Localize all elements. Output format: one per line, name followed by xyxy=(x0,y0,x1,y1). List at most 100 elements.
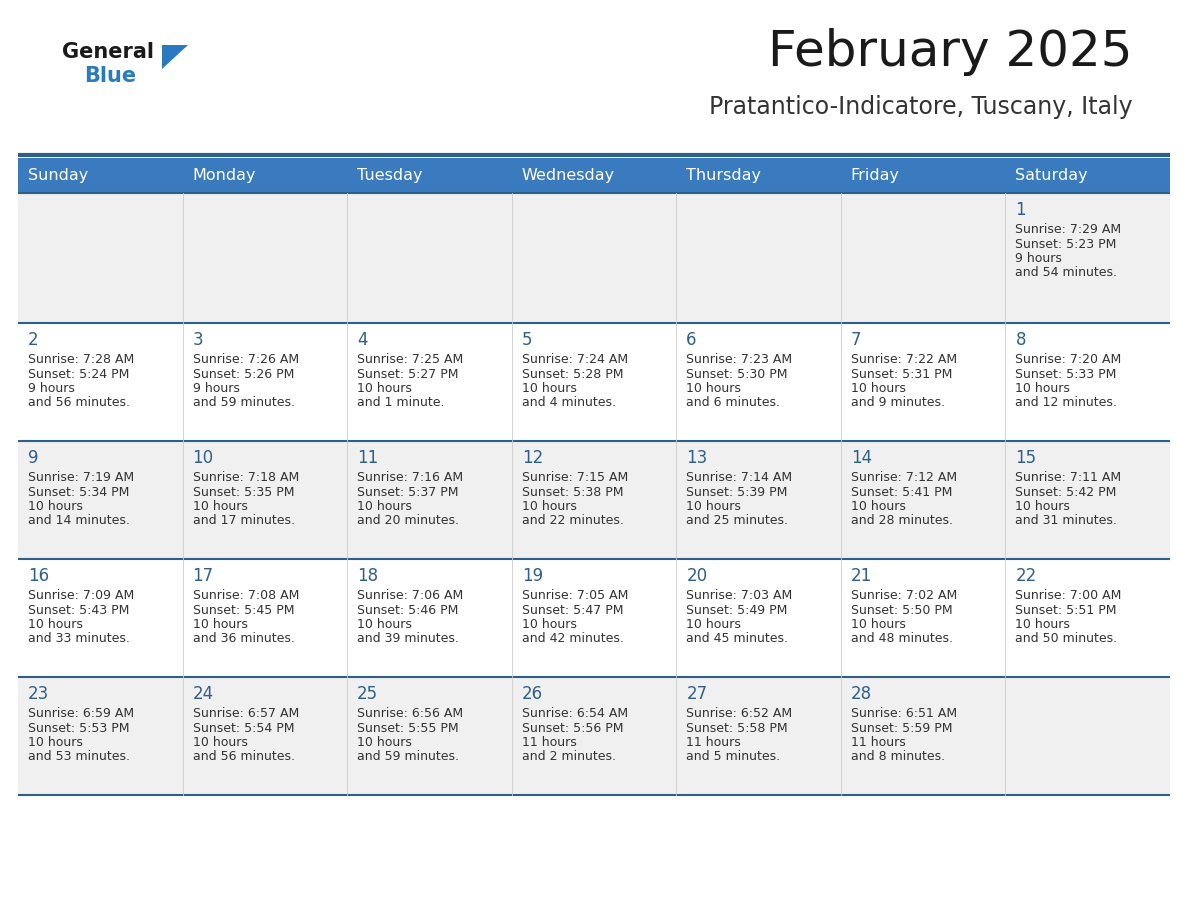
Text: 5: 5 xyxy=(522,331,532,349)
Text: 10 hours: 10 hours xyxy=(1016,500,1070,513)
Text: Sunrise: 7:02 AM: Sunrise: 7:02 AM xyxy=(851,589,958,602)
Text: Sunset: 5:41 PM: Sunset: 5:41 PM xyxy=(851,486,953,498)
Text: 10 hours: 10 hours xyxy=(851,500,905,513)
Text: 9 hours: 9 hours xyxy=(1016,252,1062,265)
Text: and 39 minutes.: and 39 minutes. xyxy=(358,633,459,645)
Text: Sunrise: 7:14 AM: Sunrise: 7:14 AM xyxy=(687,471,792,484)
Text: Sunset: 5:50 PM: Sunset: 5:50 PM xyxy=(851,603,953,617)
FancyBboxPatch shape xyxy=(18,323,1170,441)
Text: 10 hours: 10 hours xyxy=(687,500,741,513)
Text: 15: 15 xyxy=(1016,449,1037,467)
Text: Sunrise: 7:26 AM: Sunrise: 7:26 AM xyxy=(192,353,298,366)
Text: and 59 minutes.: and 59 minutes. xyxy=(192,397,295,409)
Text: Sunrise: 7:06 AM: Sunrise: 7:06 AM xyxy=(358,589,463,602)
Text: 10 hours: 10 hours xyxy=(29,736,83,749)
Text: Sunset: 5:42 PM: Sunset: 5:42 PM xyxy=(1016,486,1117,498)
Text: and 25 minutes.: and 25 minutes. xyxy=(687,514,789,528)
Text: Sunrise: 6:52 AM: Sunrise: 6:52 AM xyxy=(687,707,792,720)
Text: 10 hours: 10 hours xyxy=(1016,382,1070,395)
FancyBboxPatch shape xyxy=(18,559,1170,677)
Text: 10 hours: 10 hours xyxy=(687,382,741,395)
Text: and 56 minutes.: and 56 minutes. xyxy=(29,397,129,409)
Text: and 53 minutes.: and 53 minutes. xyxy=(29,751,129,764)
Text: Sunrise: 7:20 AM: Sunrise: 7:20 AM xyxy=(1016,353,1121,366)
Text: 10 hours: 10 hours xyxy=(1016,618,1070,631)
Text: Sunset: 5:31 PM: Sunset: 5:31 PM xyxy=(851,367,953,380)
Text: Sunset: 5:38 PM: Sunset: 5:38 PM xyxy=(522,486,624,498)
Text: Sunset: 5:37 PM: Sunset: 5:37 PM xyxy=(358,486,459,498)
Text: General: General xyxy=(62,42,154,62)
Text: 21: 21 xyxy=(851,567,872,585)
Text: 20: 20 xyxy=(687,567,707,585)
Text: 19: 19 xyxy=(522,567,543,585)
Text: and 6 minutes.: and 6 minutes. xyxy=(687,397,781,409)
Text: Sunrise: 7:11 AM: Sunrise: 7:11 AM xyxy=(1016,471,1121,484)
Text: 7: 7 xyxy=(851,331,861,349)
Text: 12: 12 xyxy=(522,449,543,467)
Text: 10 hours: 10 hours xyxy=(358,382,412,395)
Text: 9 hours: 9 hours xyxy=(192,382,240,395)
Text: Sunrise: 7:05 AM: Sunrise: 7:05 AM xyxy=(522,589,628,602)
Text: Sunset: 5:59 PM: Sunset: 5:59 PM xyxy=(851,722,953,734)
Text: 8: 8 xyxy=(1016,331,1026,349)
Text: Sunset: 5:33 PM: Sunset: 5:33 PM xyxy=(1016,367,1117,380)
Text: and 48 minutes.: and 48 minutes. xyxy=(851,633,953,645)
Text: 1: 1 xyxy=(1016,201,1026,219)
Text: and 9 minutes.: and 9 minutes. xyxy=(851,397,944,409)
Text: 4: 4 xyxy=(358,331,367,349)
Text: 10 hours: 10 hours xyxy=(29,618,83,631)
Text: Sunrise: 7:03 AM: Sunrise: 7:03 AM xyxy=(687,589,792,602)
Text: February 2025: February 2025 xyxy=(769,28,1133,76)
Text: and 22 minutes.: and 22 minutes. xyxy=(522,514,624,528)
Text: and 42 minutes.: and 42 minutes. xyxy=(522,633,624,645)
FancyBboxPatch shape xyxy=(18,158,1170,193)
Text: Sunrise: 7:19 AM: Sunrise: 7:19 AM xyxy=(29,471,134,484)
Text: Blue: Blue xyxy=(84,66,137,86)
Text: Sunrise: 7:12 AM: Sunrise: 7:12 AM xyxy=(851,471,958,484)
Text: 13: 13 xyxy=(687,449,708,467)
Polygon shape xyxy=(162,45,188,69)
Text: Sunday: Sunday xyxy=(29,168,88,183)
Text: Sunset: 5:43 PM: Sunset: 5:43 PM xyxy=(29,603,129,617)
Text: 23: 23 xyxy=(29,685,49,703)
Text: 6: 6 xyxy=(687,331,697,349)
Text: and 54 minutes.: and 54 minutes. xyxy=(1016,266,1118,279)
Text: Friday: Friday xyxy=(851,168,899,183)
Text: and 31 minutes.: and 31 minutes. xyxy=(1016,514,1117,528)
Text: 9: 9 xyxy=(29,449,38,467)
Text: Sunset: 5:54 PM: Sunset: 5:54 PM xyxy=(192,722,295,734)
Text: 9 hours: 9 hours xyxy=(29,382,75,395)
Text: Sunrise: 7:23 AM: Sunrise: 7:23 AM xyxy=(687,353,792,366)
Text: Sunset: 5:51 PM: Sunset: 5:51 PM xyxy=(1016,603,1117,617)
Text: Sunrise: 7:28 AM: Sunrise: 7:28 AM xyxy=(29,353,134,366)
Text: Sunset: 5:53 PM: Sunset: 5:53 PM xyxy=(29,722,129,734)
Text: Sunrise: 7:00 AM: Sunrise: 7:00 AM xyxy=(1016,589,1121,602)
Text: 11 hours: 11 hours xyxy=(687,736,741,749)
Text: 18: 18 xyxy=(358,567,378,585)
Text: Wednesday: Wednesday xyxy=(522,168,615,183)
Text: Tuesday: Tuesday xyxy=(358,168,423,183)
Text: 10 hours: 10 hours xyxy=(522,618,576,631)
Text: 24: 24 xyxy=(192,685,214,703)
Text: and 17 minutes.: and 17 minutes. xyxy=(192,514,295,528)
Text: and 12 minutes.: and 12 minutes. xyxy=(1016,397,1117,409)
Text: Sunset: 5:45 PM: Sunset: 5:45 PM xyxy=(192,603,295,617)
Text: 11 hours: 11 hours xyxy=(522,736,576,749)
Text: Sunset: 5:23 PM: Sunset: 5:23 PM xyxy=(1016,238,1117,251)
Text: Sunset: 5:30 PM: Sunset: 5:30 PM xyxy=(687,367,788,380)
FancyBboxPatch shape xyxy=(18,193,1170,323)
Text: 10 hours: 10 hours xyxy=(358,500,412,513)
Text: Sunrise: 7:22 AM: Sunrise: 7:22 AM xyxy=(851,353,958,366)
Text: and 28 minutes.: and 28 minutes. xyxy=(851,514,953,528)
Text: 22: 22 xyxy=(1016,567,1037,585)
Text: and 14 minutes.: and 14 minutes. xyxy=(29,514,129,528)
Text: and 5 minutes.: and 5 minutes. xyxy=(687,751,781,764)
Text: 2: 2 xyxy=(29,331,39,349)
Text: 10 hours: 10 hours xyxy=(851,382,905,395)
Text: Pratantico-Indicatore, Tuscany, Italy: Pratantico-Indicatore, Tuscany, Italy xyxy=(709,95,1133,119)
Text: 16: 16 xyxy=(29,567,49,585)
Text: and 56 minutes.: and 56 minutes. xyxy=(192,751,295,764)
Text: Sunset: 5:34 PM: Sunset: 5:34 PM xyxy=(29,486,129,498)
Text: 10 hours: 10 hours xyxy=(192,736,247,749)
Text: and 4 minutes.: and 4 minutes. xyxy=(522,397,615,409)
